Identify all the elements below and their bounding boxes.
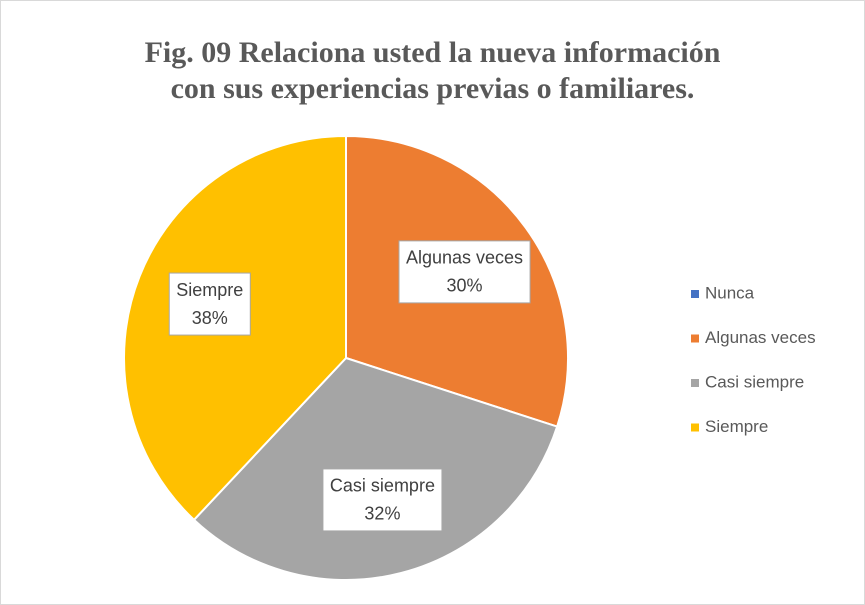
- data-label-value: 30%: [447, 276, 483, 296]
- data-label-category: Siempre: [176, 280, 243, 300]
- legend-label: Nunca: [705, 283, 755, 302]
- data-label: Siempre 38%: [168, 272, 251, 336]
- data-label-box: [322, 468, 443, 532]
- chart-title: Fig. 09 Relaciona usted la nueva informa…: [144, 36, 721, 105]
- data-label-value: 38%: [192, 308, 228, 328]
- data-label: Algunas veces 30%: [398, 240, 531, 304]
- legend-swatch: [691, 379, 699, 387]
- data-label: Casi siempre 32%: [322, 468, 443, 532]
- legend-label: Casi siempre: [705, 372, 804, 391]
- chart-title-box: Fig. 09 Relaciona usted la nueva informa…: [1, 35, 864, 107]
- data-label-category: Algunas veces: [406, 248, 523, 268]
- legend-label: Algunas veces: [705, 328, 816, 347]
- data-label-box: [398, 240, 531, 304]
- legend-swatch: [691, 290, 699, 298]
- data-label-category: Casi siempre: [330, 476, 435, 496]
- data-label-value: 32%: [364, 504, 400, 524]
- data-label-box: [168, 272, 251, 336]
- legend-label: Siempre: [705, 417, 768, 436]
- legend-swatch: [691, 334, 699, 343]
- legend-swatch: [691, 423, 699, 432]
